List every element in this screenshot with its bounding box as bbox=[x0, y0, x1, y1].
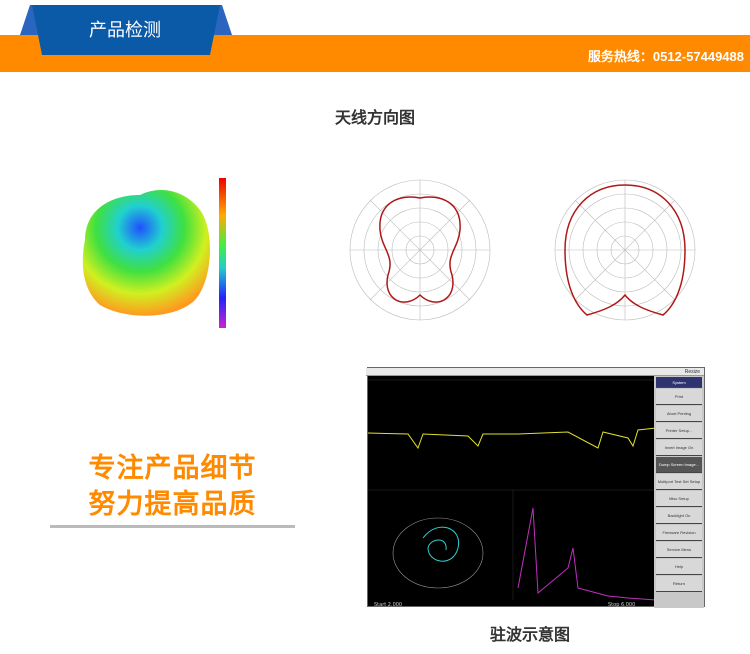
vna-stop-label: Stop 6.000 bbox=[608, 602, 635, 608]
vna-traces: Start 2.000 Stop 6.000 bbox=[368, 379, 656, 608]
slogan-line-2: 努力提高品质 bbox=[88, 489, 257, 520]
divider bbox=[50, 525, 295, 528]
resize-label[interactable]: Resize bbox=[684, 369, 700, 375]
menu-printer-setup[interactable]: Printer Setup... bbox=[656, 423, 702, 439]
section-title: 产品检测 bbox=[89, 20, 161, 41]
slogan-line-1: 专注产品细节 bbox=[88, 453, 257, 484]
hotline: 服务热线：0512-57449488 bbox=[587, 49, 744, 64]
vna-screenshot: Start 2.000 Stop 6.000 Resize System Pri… bbox=[366, 367, 705, 608]
vswr-caption: 驻波示意图 bbox=[489, 625, 570, 644]
header-tab bbox=[20, 5, 232, 55]
menu-firmware[interactable]: Firmware Revision bbox=[656, 525, 702, 541]
menu-misc-setup[interactable]: Misc Setup bbox=[656, 491, 702, 507]
menu-backlight[interactable]: Backlight On bbox=[656, 508, 702, 524]
vna-start-label: Start 2.000 bbox=[374, 602, 402, 608]
menu-return[interactable]: Return bbox=[656, 576, 702, 592]
vna-softkey-menu: System Print Abort Printing Printer Setu… bbox=[654, 376, 704, 608]
menu-multiport[interactable]: Multiport Test Set Setup bbox=[656, 474, 702, 490]
antenna-caption: 天线方向图 bbox=[334, 108, 415, 127]
menu-abort-printing[interactable]: Abort Printing bbox=[656, 406, 702, 422]
menu-help[interactable]: Help bbox=[656, 559, 702, 575]
polar-plot-2 bbox=[554, 179, 696, 321]
3d-radiation-pattern bbox=[82, 178, 226, 328]
polar-plot-1 bbox=[349, 179, 491, 321]
vna-top-strip: Resize bbox=[366, 368, 704, 376]
menu-invert-image[interactable]: Invert Image On bbox=[656, 440, 702, 456]
menu-service[interactable]: Service Menu bbox=[656, 542, 702, 558]
menu-print[interactable]: Print bbox=[656, 389, 702, 405]
menu-title: System bbox=[656, 377, 702, 388]
menu-dump-screen[interactable]: Dump Screen Image... bbox=[656, 457, 702, 473]
